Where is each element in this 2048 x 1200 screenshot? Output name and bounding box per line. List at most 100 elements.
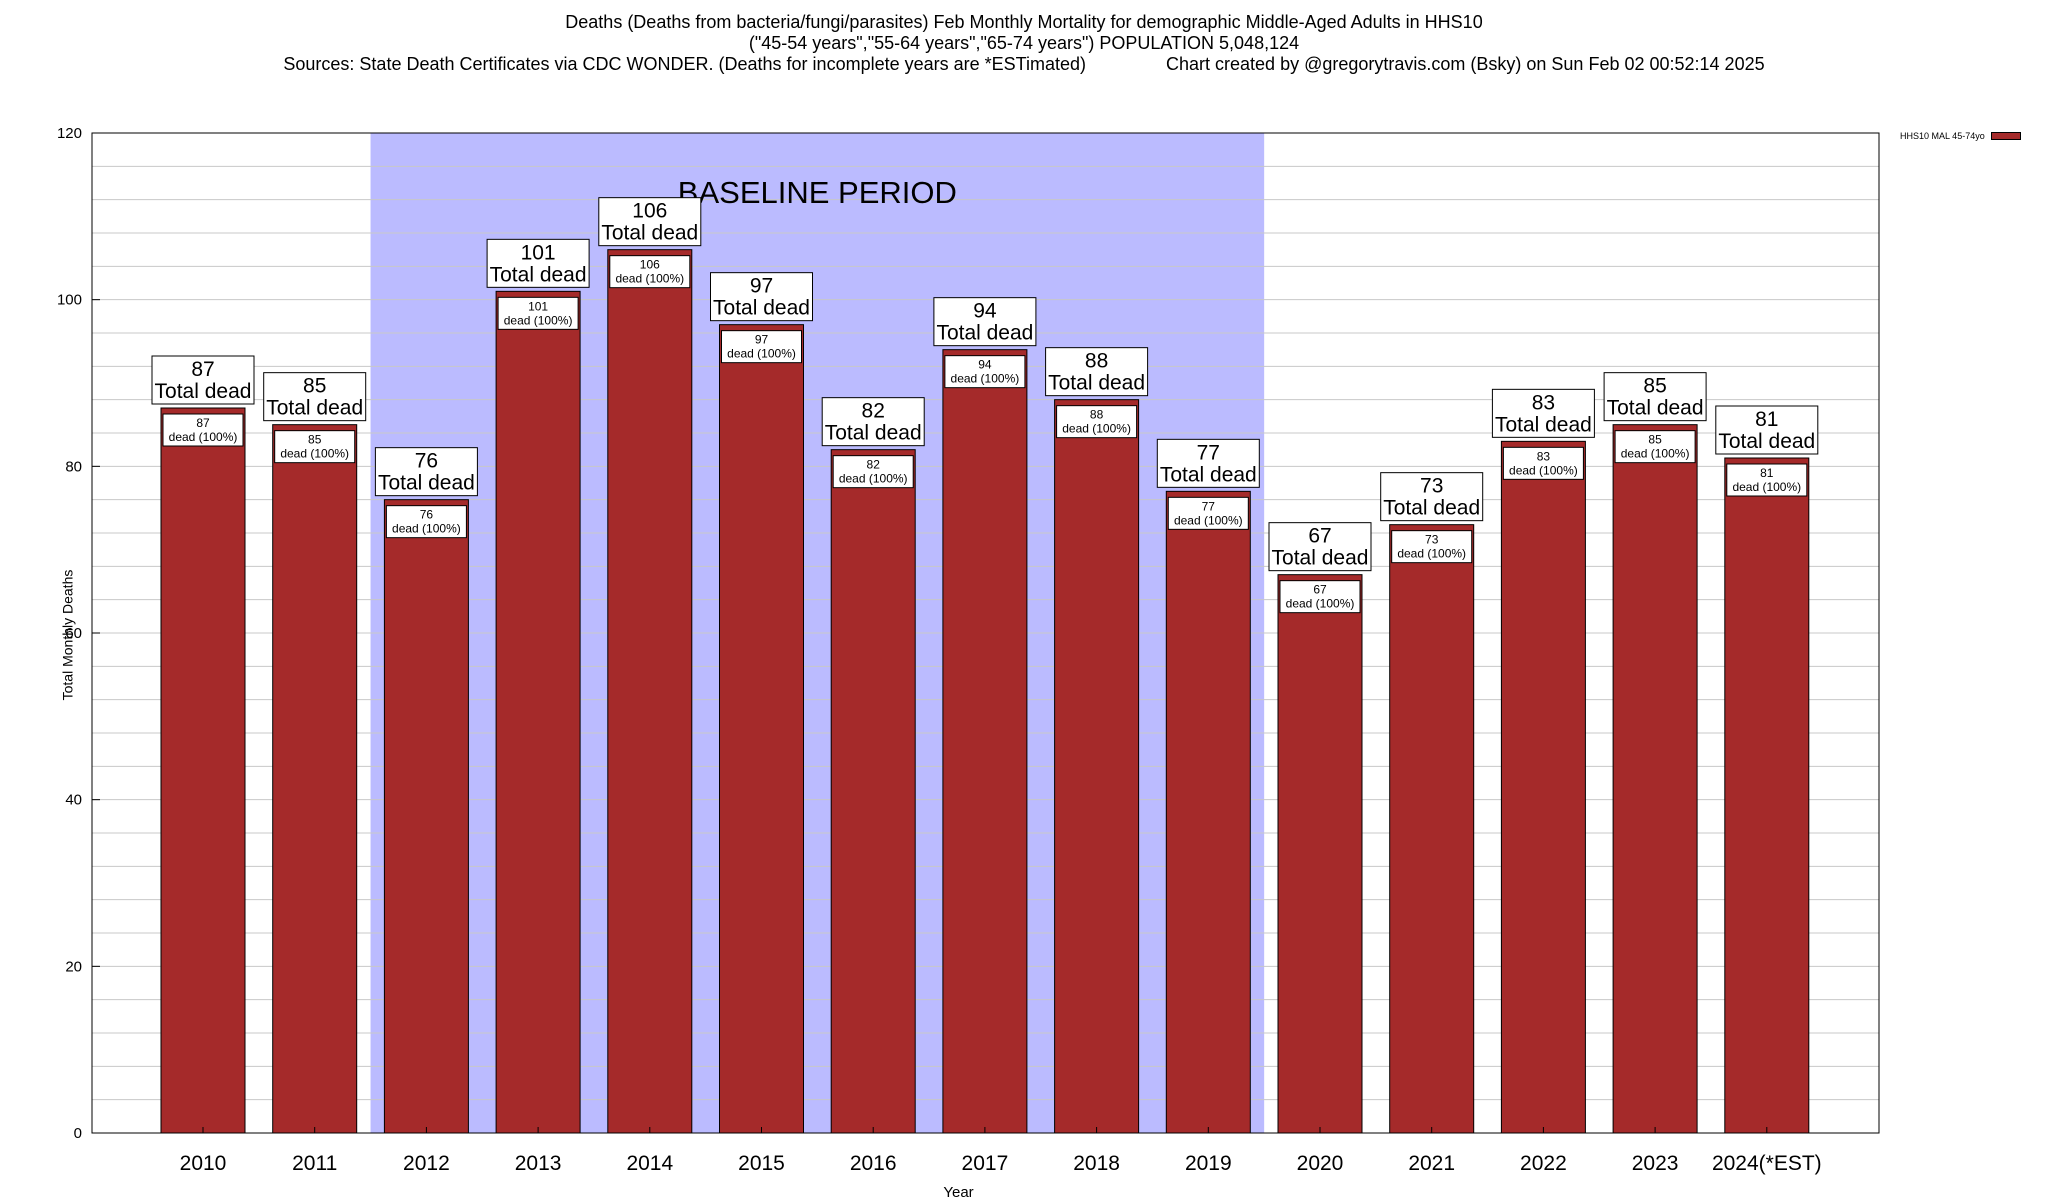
bar: [830, 449, 916, 1134]
bar-total-value: 85: [303, 375, 326, 398]
x-tick-label: 2024(*EST): [1712, 1152, 1822, 1175]
x-tick-label: 2013: [515, 1152, 562, 1175]
bar-inner-value: 77: [1202, 499, 1216, 513]
legend: HHS10 MAL 45-74yo: [1900, 131, 2021, 141]
bar-inner-value: 88: [1090, 408, 1104, 422]
bar-total-value: 101: [521, 241, 556, 264]
bar-inner-percent: dead (100%): [727, 347, 796, 361]
bar-total-label-box: [1268, 522, 1372, 572]
bar-total-text: Total dead: [713, 297, 810, 320]
bar-total-value: 94: [973, 300, 997, 323]
bar-inner-value: 97: [755, 333, 769, 347]
bar-inner-label-box: [1614, 430, 1696, 464]
bar-inner-percent: dead (100%): [504, 313, 573, 327]
bar: [942, 349, 1028, 1134]
bar-inner-label-box: [162, 413, 244, 447]
bar-total-value: 73: [1420, 475, 1443, 498]
bar-total-value: 97: [750, 275, 773, 298]
bar: [1054, 399, 1140, 1134]
bar-total-text: Total dead: [1607, 397, 1704, 420]
bar: [1724, 457, 1810, 1134]
bar: [607, 249, 693, 1134]
bar-total-value: 88: [1085, 350, 1108, 373]
x-tick-label: 2014: [626, 1152, 673, 1175]
bar-total-text: Total dead: [155, 380, 252, 403]
bar-total-value: 106: [632, 200, 667, 223]
bar-total-label-box: [933, 297, 1037, 347]
bar-inner-value: 76: [420, 508, 434, 522]
baseline-label: BASELINE PERIOD: [678, 175, 957, 210]
bar-total-label-box: [1603, 372, 1707, 422]
x-tick-label: 2023: [1632, 1152, 1679, 1175]
bar-total-text: Total dead: [1718, 430, 1815, 453]
bar-inner-label-box: [1056, 405, 1138, 439]
bar-total-text: Total dead: [378, 472, 475, 495]
bar-inner-label-box: [1726, 463, 1808, 497]
bar: [495, 290, 581, 1134]
bar-inner-label-box: [1391, 530, 1473, 564]
bar-inner-value: 81: [1760, 466, 1774, 480]
bar-total-text: Total dead: [825, 422, 922, 445]
y-tick-label: 80: [65, 458, 82, 475]
bar-total-text: Total dead: [601, 222, 698, 245]
bar-inner-percent: dead (100%): [392, 522, 461, 536]
bar-total-label-box: [1380, 472, 1484, 522]
bar-inner-percent: dead (100%): [169, 430, 238, 444]
y-tick-label: 120: [57, 125, 82, 142]
bar: [160, 407, 246, 1134]
y-axis-label: Total Monthly Deaths: [59, 569, 76, 701]
bar: [1165, 490, 1251, 1134]
bar-inner-value: 85: [308, 433, 322, 447]
bar-inner-value: 82: [867, 458, 881, 472]
bar-total-value: 87: [191, 358, 214, 381]
bar-inner-value: 85: [1648, 433, 1662, 447]
y-tick-label: 60: [65, 625, 82, 642]
bar-total-label-box: [710, 272, 813, 322]
chart-subtitle: ("45-54 years","55-64 years","65-74 year…: [748, 33, 1300, 53]
bar-inner-label-box: [832, 455, 914, 489]
bar-total-label-box: [598, 197, 702, 247]
y-tick-label: 100: [57, 292, 82, 309]
bar-inner-value: 87: [196, 416, 210, 430]
bar-inner-label-box: [1167, 496, 1249, 530]
x-tick-label: 2021: [1408, 1152, 1455, 1175]
bar: [1500, 440, 1586, 1134]
bar-inner-percent: dead (100%): [1062, 422, 1131, 436]
bar-total-label-box: [374, 447, 478, 497]
bar-total-value: 81: [1755, 408, 1778, 431]
bar-inner-value: 67: [1313, 583, 1327, 597]
x-tick-label: 2016: [850, 1152, 897, 1175]
bar-total-value: 85: [1643, 375, 1666, 398]
bar-inner-percent: dead (100%): [615, 272, 684, 286]
bar-inner-percent: dead (100%): [1286, 597, 1355, 611]
chart-source: Sources: State Death Certificates via CD…: [283, 54, 1086, 74]
bar-total-text: Total dead: [1383, 497, 1480, 520]
bar-total-label-box: [821, 397, 925, 447]
bar-total-value: 82: [862, 400, 885, 423]
bar-inner-value: 106: [640, 258, 660, 272]
x-tick-label: 2020: [1297, 1152, 1344, 1175]
bar-inner-percent: dead (100%): [839, 472, 908, 486]
bar-total-text: Total dead: [936, 322, 1033, 345]
chart-credit: Chart created by @gregorytravis.com (Bsk…: [1166, 54, 1765, 74]
x-tick-label: 2017: [962, 1152, 1009, 1175]
bar-total-value: 83: [1532, 391, 1555, 414]
chart-title: Deaths (Deaths from bacteria/fungi/paras…: [565, 12, 1483, 32]
bar-total-text: Total dead: [1272, 547, 1369, 570]
x-tick-label: 2011: [292, 1152, 337, 1175]
y-tick-label: 0: [74, 1125, 82, 1142]
bar: [383, 499, 469, 1134]
bar: [272, 424, 358, 1134]
bar-inner-value: 101: [528, 299, 548, 313]
bar-inner-percent: dead (100%): [1732, 480, 1801, 494]
bar-total-text: Total dead: [490, 263, 587, 286]
bar-inner-label-box: [274, 430, 356, 464]
x-tick-label: 2012: [403, 1152, 450, 1175]
bar-inner-percent: dead (100%): [1174, 513, 1243, 527]
bar-inner-percent: dead (100%): [1621, 447, 1690, 461]
bar-inner-label-box: [1279, 580, 1361, 614]
x-axis-label: Year: [943, 1184, 973, 1200]
bar-total-value: 77: [1197, 441, 1220, 464]
bar-total-value: 67: [1308, 525, 1331, 548]
